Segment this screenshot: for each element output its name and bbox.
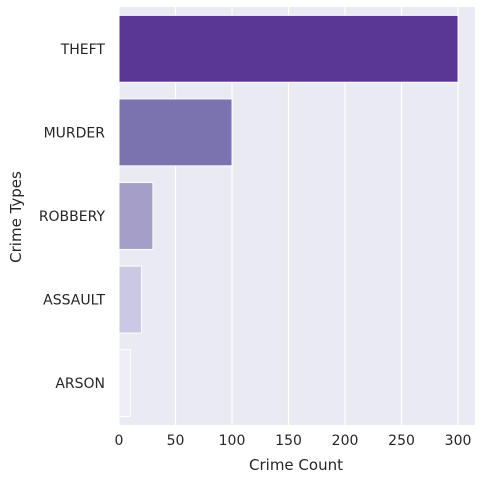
x-tick-label: 300 — [445, 433, 472, 449]
y-tick-label: ASSAULT — [43, 293, 105, 309]
x-tick-label: 150 — [275, 433, 302, 449]
y-tick-label: MURDER — [44, 125, 106, 141]
x-tick-label: 200 — [332, 433, 359, 449]
x-tick-label: 0 — [115, 433, 124, 449]
x-axis-label: Crime Count — [249, 456, 343, 474]
y-tick-label: ARSON — [55, 376, 105, 392]
y-tick-label: THEFT — [60, 42, 106, 58]
bar-robbery — [118, 182, 154, 250]
bars — [118, 14, 459, 418]
bar-theft — [118, 14, 459, 83]
y-tick-labels: THEFT MURDER ROBBERY ASSAULT ARSON — [39, 42, 106, 392]
bar-assault — [118, 265, 143, 334]
y-axis-label: Crime Types — [7, 171, 25, 263]
x-tick-label: 100 — [219, 433, 246, 449]
bar-murder — [118, 98, 233, 167]
bar-arson — [118, 349, 131, 418]
x-tick-label: 50 — [167, 433, 185, 449]
x-tick-label: 250 — [388, 433, 415, 449]
y-tick-label: ROBBERY — [39, 209, 106, 225]
x-tick-labels: 0 50 100 150 200 250 300 — [115, 433, 472, 449]
